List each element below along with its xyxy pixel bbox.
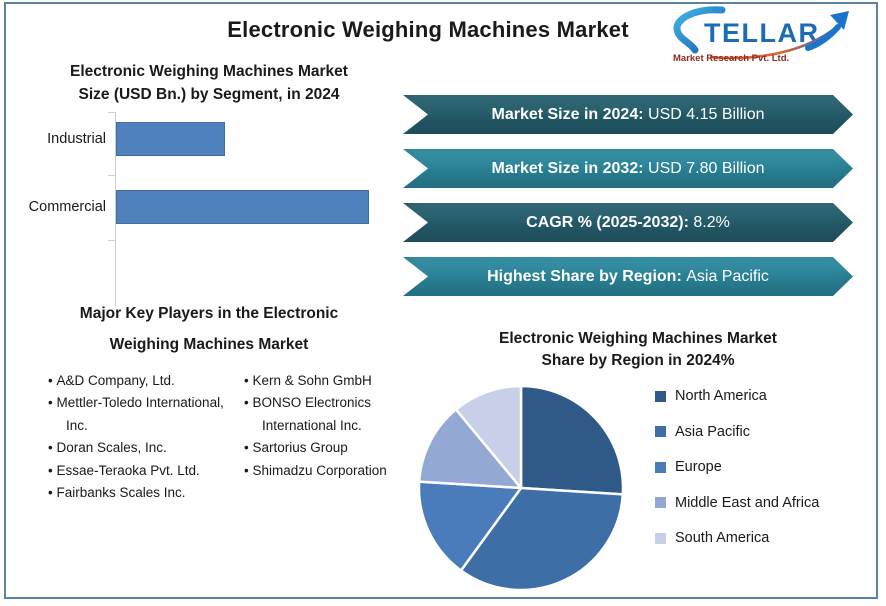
player-item: BONSO Electronics International Inc. [232, 392, 400, 437]
banner-value: USD 7.80 Billion [643, 159, 765, 177]
stellar-logo: TELLAR Market Research Pvt. Ltd. [670, 6, 862, 64]
axis-tick [108, 112, 115, 113]
banner-label: Highest Share by Region: [487, 267, 682, 285]
growth-arrow-icon [805, 24, 841, 51]
player-item: Doran Scales, Inc. [36, 437, 230, 459]
page-title: Electronic Weighing Machines Market [227, 17, 629, 42]
key-players-title: Major Key Players in the Electronic Weig… [18, 298, 400, 360]
key-players-section: Major Key Players in the Electronic Weig… [18, 298, 400, 504]
legend-item-middle-east-and-africa: Middle East and Africa [655, 495, 819, 511]
legend-marker-icon [655, 532, 666, 544]
key-players-title-line1: Major Key Players in the Electronic [79, 305, 339, 322]
key-players-title-line2: Weighing Machines Market [109, 336, 309, 353]
axis-tick [108, 175, 115, 176]
banner-market-size-in-2032: Market Size in 2032: USD 7.80 Billion [403, 149, 853, 188]
legend-label: North America [675, 388, 767, 404]
bar-chart-axis [115, 112, 116, 306]
bar-chart-area: Industrial Commercial [18, 108, 400, 348]
banner-cagr-2025-2032: CAGR % (2025-2032): 8.2% [403, 203, 853, 242]
banner-value: Asia Pacific [681, 267, 769, 285]
banner-list: Market Size in 2024: USD 4.15 Billion Mar… [403, 95, 853, 296]
banner-highest-share-by-region: Highest Share by Region: Asia Pacific [403, 257, 853, 296]
bar-category-label: Industrial [47, 131, 106, 147]
player-item: Kern & Sohn GmbH [232, 370, 400, 392]
legend-item-europe: Europe [655, 459, 819, 475]
banner-value: USD 4.15 Billion [643, 105, 765, 123]
pie-chart-section: Electronic Weighing Machines Market Shar… [405, 328, 871, 598]
axis-tick [108, 240, 115, 241]
pie-legend: North America Asia Pacific Europe Middle Ea… [655, 388, 819, 546]
legend-marker-icon [655, 461, 666, 473]
bar-row-industrial: Industrial [18, 122, 400, 156]
banner-label: Market Size in 2024: [491, 105, 644, 123]
bar-chart-title-line2: Size (USD Bn.) by Segment, in 2024 [78, 86, 340, 103]
stellar-logo-graphic: TELLAR Market Research Pvt. Ltd. [673, 6, 849, 64]
growth-arrow-head-icon [830, 11, 849, 30]
bar-chart-title-line1: Electronic Weighing Machines Market [70, 63, 348, 80]
players-col-2: Kern & Sohn GmbHBONSO Electronics Intern… [230, 370, 400, 504]
pie-slice-south-america [454, 384, 523, 490]
player-item: Mettler-Toledo International, Inc. [36, 392, 230, 437]
legend-label: Europe [675, 459, 722, 475]
logo-subtitle: Market Research Pvt. Ltd. [673, 53, 789, 64]
banner-value: 8.2% [688, 213, 730, 231]
pie-chart-title-line2: Share by Region in 2024% [541, 352, 735, 369]
legend-label: Asia Pacific [675, 423, 750, 440]
logo-s-swoosh-icon [673, 6, 726, 54]
pie-slice-europe [417, 480, 523, 572]
logo-wordmark: TELLAR [704, 18, 819, 48]
bar-commercial [116, 190, 369, 224]
legend-item-south-america: South America [655, 530, 819, 546]
pie-slice-north-america [519, 384, 625, 496]
banner-label: CAGR % (2025-2032): [526, 213, 689, 231]
legend-marker-icon [655, 497, 666, 508]
player-item: A&D Company, Ltd. [36, 370, 230, 392]
banner-label: Market Size in 2032: [491, 159, 644, 177]
pie-chart [417, 384, 625, 592]
banner-market-size-in-2024: Market Size in 2024: USD 4.15 Billion [403, 95, 853, 134]
bar-row-commercial: Commercial [18, 190, 400, 224]
player-item: Sartorius Group [232, 437, 400, 459]
pie-chart-wrap: North America Asia Pacific Europe Middle Ea… [405, 372, 871, 598]
pie-chart-title-line1: Electronic Weighing Machines Market [499, 330, 777, 347]
player-item: Shimadzu Corporation [232, 460, 400, 482]
pie-slice-asia-pacific [459, 486, 625, 592]
player-item: Fairbanks Scales Inc. [36, 482, 230, 504]
legend-label: Middle East and Africa [675, 494, 820, 511]
legend-marker-icon [655, 426, 666, 437]
legend-item-north-america: North America [655, 388, 819, 404]
bar-category-label: Commercial [28, 199, 106, 215]
legend-item-asia-pacific: Asia Pacific [655, 424, 819, 440]
legend-marker-icon [655, 390, 666, 402]
key-players-columns: A&D Company, Ltd.Mettler-Toledo Internat… [18, 370, 400, 504]
bar-industrial [116, 122, 225, 156]
player-item: Essae-Teraoka Pvt. Ltd. [36, 460, 230, 482]
players-col-1: A&D Company, Ltd.Mettler-Toledo Internat… [18, 370, 230, 504]
legend-label: South America [675, 530, 770, 546]
bar-chart-title: Electronic Weighing Machines Market Size… [18, 60, 400, 106]
bar-chart-section: Electronic Weighing Machines Market Size… [18, 60, 400, 348]
pie-chart-title: Electronic Weighing Machines Market Shar… [405, 328, 871, 372]
pie-slice-middle-east-and-africa [417, 408, 523, 490]
